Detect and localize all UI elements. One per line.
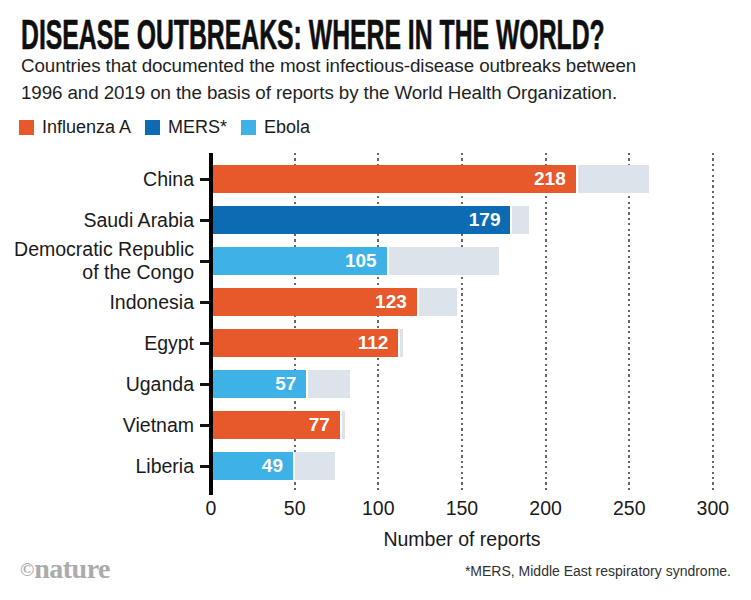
x-tick-label: 50 [255,497,335,520]
legend-label: MERS* [168,117,227,138]
y-axis-line [209,153,213,495]
gridline-50 [294,153,296,491]
legend-item: Ebola [241,117,310,138]
bar-value-label: 179 [469,209,511,231]
y-tick [200,342,209,345]
country-label: Liberia [0,455,194,478]
y-tick [200,301,209,304]
y-tick [200,465,209,468]
value-bar: 179 [213,206,510,234]
bar-value-label: 218 [534,168,576,190]
value-bar: 57 [213,370,306,398]
y-tick [200,424,209,427]
country-label: Egypt [0,332,194,355]
infographic: DISEASE OUTBREAKS: WHERE IN THE WORLD? C… [0,0,751,600]
subtitle: Countries that documented the most infec… [21,53,636,106]
y-tick [200,219,209,222]
country-label: China [0,168,194,191]
legend-label: Influenza A [42,117,131,138]
x-axis-title: Number of reports [312,528,612,551]
x-tick-label: 200 [506,497,586,520]
footnote: *MERS, Middle East respiratory syndrome. [465,563,731,579]
x-tick-label: 300 [673,497,751,520]
x-tick-label: 100 [338,497,418,520]
legend: Influenza A MERS* Ebola [19,117,310,138]
value-bar: 49 [213,452,293,480]
gridline-300 [712,153,714,491]
bar-value-label: 123 [375,291,417,313]
y-tick [200,383,209,386]
legend-item: MERS* [145,117,227,138]
gridline-150 [461,153,463,491]
gridline-250 [628,153,630,491]
page-title: DISEASE OUTBREAKS: WHERE IN THE WORLD? [21,14,605,56]
value-bar: 105 [213,247,387,275]
bar-value-label: 105 [345,250,387,272]
y-tick [200,178,209,181]
legend-swatch [145,120,160,135]
legend-item: Influenza A [19,117,131,138]
value-bar: 123 [213,288,417,316]
bar-value-label: 112 [358,332,399,354]
gridline-200 [545,153,547,491]
copyright-symbol: © [20,559,34,580]
value-bar: 218 [213,165,576,193]
legend-label: Ebola [264,117,310,138]
gridline-100 [377,153,379,491]
nature-logo: ©nature [20,553,110,585]
y-tick [200,260,209,263]
legend-swatch [19,120,34,135]
country-label: Uganda [0,373,194,396]
x-tick-label: 0 [171,497,251,520]
country-label: Indonesia [0,291,194,314]
legend-swatch [241,120,256,135]
country-label: Vietnam [0,414,194,437]
value-bar: 77 [213,411,340,439]
x-tick-label: 250 [589,497,669,520]
country-label: Saudi Arabia [0,209,194,232]
value-bar: 112 [213,329,398,357]
country-label: Democratic Republic of the Congo [0,238,194,284]
bar-value-label: 77 [309,414,340,436]
bar-value-label: 57 [275,373,306,395]
bar-value-label: 49 [262,455,293,477]
x-tick-label: 150 [422,497,502,520]
